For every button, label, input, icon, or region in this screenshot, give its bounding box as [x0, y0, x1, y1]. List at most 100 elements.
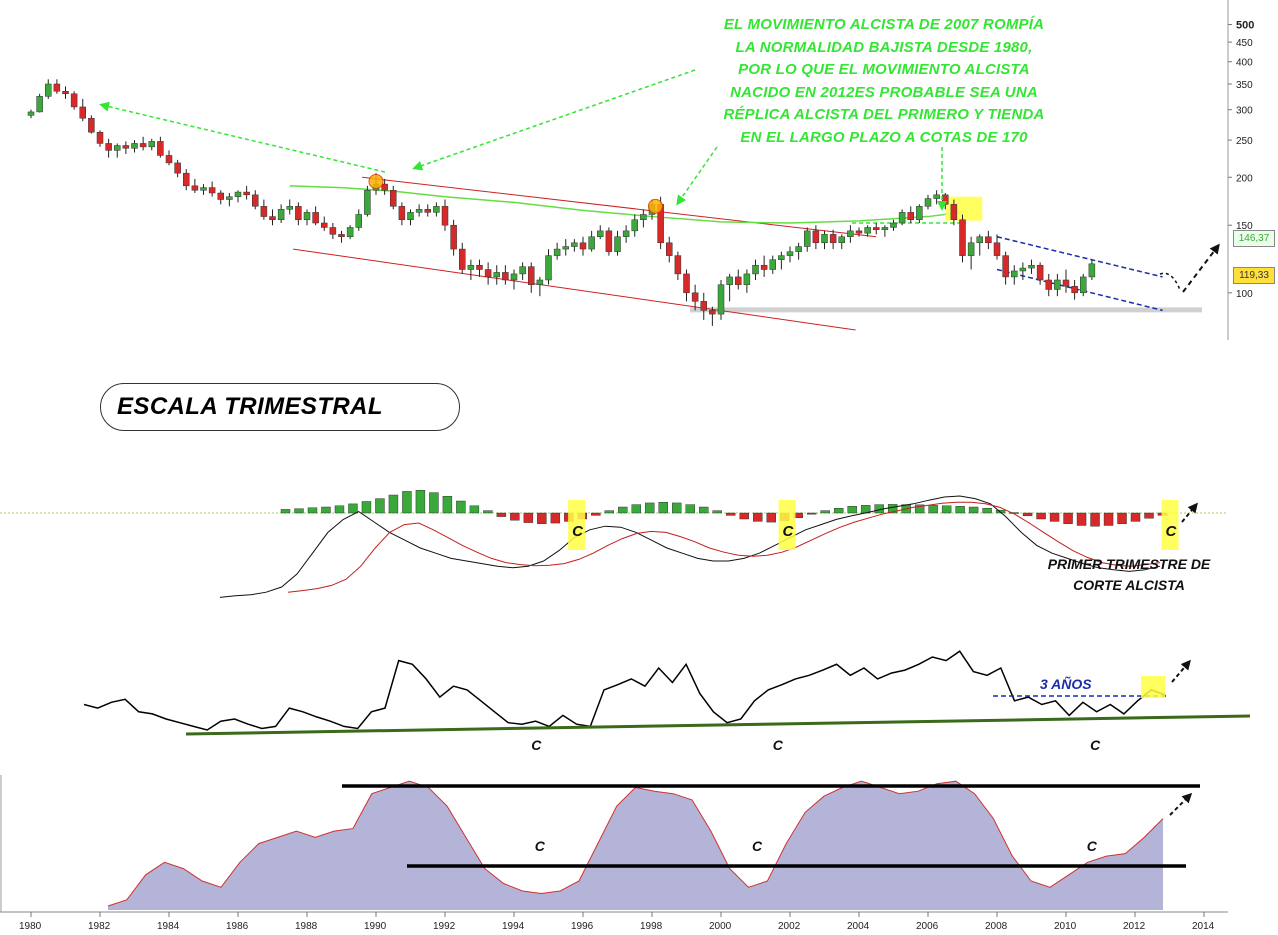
momentum-line — [83, 650, 1166, 731]
cycle-highlight — [1161, 500, 1179, 550]
bull-candle — [795, 246, 802, 252]
bull-candle — [131, 143, 138, 149]
histogram-bar-down — [753, 512, 763, 522]
bear-candle — [165, 155, 173, 164]
bear-candle — [605, 230, 613, 252]
bull-candle — [847, 230, 854, 237]
bull-candle — [769, 259, 776, 270]
bull-candle — [597, 230, 604, 237]
bear-candle — [1045, 279, 1052, 290]
histogram-bar-up — [294, 508, 304, 514]
cycle-highlight — [778, 500, 796, 550]
bull-candle — [778, 255, 785, 260]
bull-candle — [36, 96, 43, 113]
histogram-bar-up — [631, 504, 641, 514]
bear-candle — [959, 219, 966, 256]
bull-candle — [303, 212, 311, 221]
histogram-bar-down — [766, 512, 776, 523]
main-annotation: EL MOVIMIENTO ALCISTA DE 2007 ROMPÍA LA … — [680, 14, 1088, 149]
histogram-bar-up — [914, 504, 925, 514]
histogram-bar-up — [833, 508, 844, 514]
histogram-bar-up — [442, 496, 453, 514]
histogram-bar-up — [995, 509, 1006, 514]
bear-candle — [450, 224, 457, 250]
bull-candle — [976, 236, 983, 244]
histogram-bar-up — [928, 505, 938, 514]
bull-candle — [536, 279, 544, 285]
cycle-label: C — [1090, 737, 1101, 753]
bear-candle — [855, 230, 863, 234]
last-price-flag: 119,33 — [1233, 267, 1275, 284]
support-band — [690, 307, 1202, 313]
lower-trendline — [293, 248, 856, 331]
bear-candle — [1002, 255, 1009, 278]
bear-candle — [53, 83, 61, 92]
histogram-bar-up — [321, 506, 331, 514]
histogram-bar-up — [483, 510, 493, 514]
bull-candle — [562, 246, 569, 250]
bear-candle — [381, 183, 388, 191]
histogram-bar-down — [739, 512, 749, 520]
bear-candle — [96, 132, 104, 144]
histogram-bar-up — [604, 510, 615, 514]
bear-candle — [260, 206, 268, 217]
channel-lower — [996, 268, 1163, 312]
bear-candle — [709, 310, 716, 315]
histogram-bar-down — [1130, 512, 1141, 522]
bull-candle — [148, 141, 155, 148]
peak-circle — [647, 198, 663, 214]
bull-candle — [1080, 276, 1087, 294]
bull-candle — [1028, 264, 1035, 269]
histogram-bar-up — [820, 510, 830, 514]
oscillator-line — [219, 495, 1161, 598]
price-axis-label: 150 — [1236, 221, 1253, 232]
cycle-label: C — [1166, 523, 1178, 540]
upper-trendline — [362, 176, 877, 238]
bull-candle — [881, 227, 889, 230]
time-axis-label: 1984 — [157, 921, 180, 932]
panel2-arrow — [1181, 502, 1198, 523]
histogram-bar-down — [726, 512, 736, 516]
bull-candle — [27, 111, 35, 116]
bear-candle — [424, 209, 431, 213]
time-axis-label: 1992 — [433, 921, 456, 932]
histogram-bar-up — [685, 504, 695, 514]
histogram-bar-down — [1063, 512, 1073, 525]
bear-candle — [760, 264, 768, 270]
cycle-label: C — [752, 838, 763, 854]
bear-candle — [139, 143, 147, 148]
histogram-bar-down — [510, 512, 520, 521]
bull-candle — [553, 248, 561, 256]
bull-candle — [519, 266, 526, 275]
bull-candle — [890, 222, 897, 228]
bear-candle — [666, 242, 673, 256]
histogram-bar-up — [941, 505, 952, 514]
histogram-bar-down — [1103, 512, 1114, 526]
bear-candle — [338, 234, 345, 237]
annotation-line: LA NORMALIDAD BAJISTA DESDE 1980, — [735, 38, 1033, 56]
bear-candle — [812, 230, 820, 244]
bear-candle — [390, 190, 397, 207]
time-axis-label: 1980 — [19, 921, 42, 932]
bear-candle — [528, 266, 535, 285]
bear-candle — [1062, 279, 1070, 287]
histogram-bar-down — [1049, 512, 1060, 522]
histogram-bar-down — [496, 512, 507, 517]
highlight-recent — [1141, 676, 1165, 698]
cycle-label: C — [783, 523, 795, 540]
bull-candle — [752, 264, 759, 275]
annotation-line: NACIDO EN 2012ES PROBABLE SEA UNA — [730, 83, 1038, 101]
price-axis-label: 200 — [1236, 173, 1253, 184]
histogram-bar-up — [955, 506, 965, 514]
projection-arrow — [1182, 243, 1220, 293]
bull-candle — [838, 236, 845, 244]
bear-candle — [295, 206, 302, 221]
bear-candle — [441, 206, 449, 226]
bear-candle — [735, 276, 742, 285]
price-axis-label: 500 — [1236, 20, 1254, 32]
histogram-bar-up — [334, 505, 345, 514]
price-axis-label: 350 — [1236, 80, 1253, 91]
bear-candle — [950, 204, 958, 221]
bull-candle — [1088, 263, 1096, 278]
histogram-bar-up — [456, 500, 466, 514]
